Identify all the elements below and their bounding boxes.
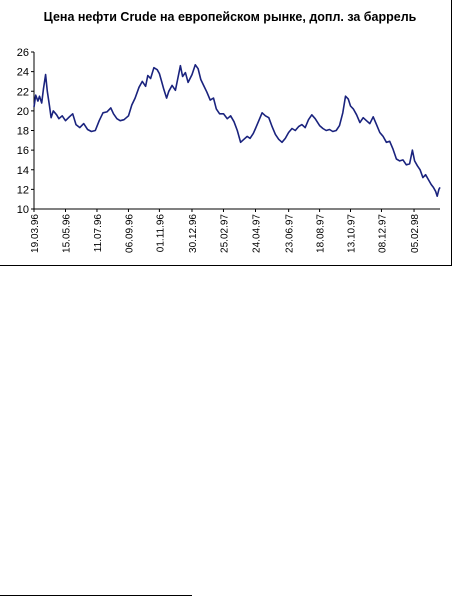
footnote-rule <box>0 595 192 596</box>
series-line <box>33 64 441 197</box>
y-tick-label: 12 <box>17 184 29 196</box>
x-tick-label: 18.08.97 <box>316 214 327 253</box>
y-tick-label: 14 <box>17 165 29 177</box>
x-tick-label: 11.07.96 <box>93 214 104 253</box>
y-tick-label: 26 <box>17 47 29 59</box>
chart-frame <box>0 0 452 266</box>
x-tick-label: 25.02.97 <box>219 214 230 253</box>
y-tick-label: 24 <box>17 67 29 79</box>
x-tick-label: 06.09.96 <box>124 214 135 253</box>
y-tick-label: 20 <box>17 106 29 118</box>
x-tick-label: 24.04.97 <box>252 214 263 253</box>
x-tick-label: 05.02.98 <box>410 214 421 253</box>
y-tick-label: 16 <box>17 145 29 157</box>
x-tick-label: 15.05.96 <box>61 214 72 253</box>
y-tick-label: 18 <box>17 126 29 138</box>
x-tick-label: 30.12.96 <box>188 214 199 253</box>
chart-title: Цена нефти Crude на европейском рынке, д… <box>43 10 417 24</box>
x-tick-label: 01.11.96 <box>155 214 166 253</box>
x-tick-label: 08.12.97 <box>377 214 388 253</box>
y-tick-label: 10 <box>17 204 29 216</box>
x-tick-label: 19.03.96 <box>30 214 41 253</box>
x-tick-label: 13.10.97 <box>347 214 358 253</box>
y-tick-label: 22 <box>17 86 29 98</box>
x-tick-label: 23.06.97 <box>285 214 296 253</box>
